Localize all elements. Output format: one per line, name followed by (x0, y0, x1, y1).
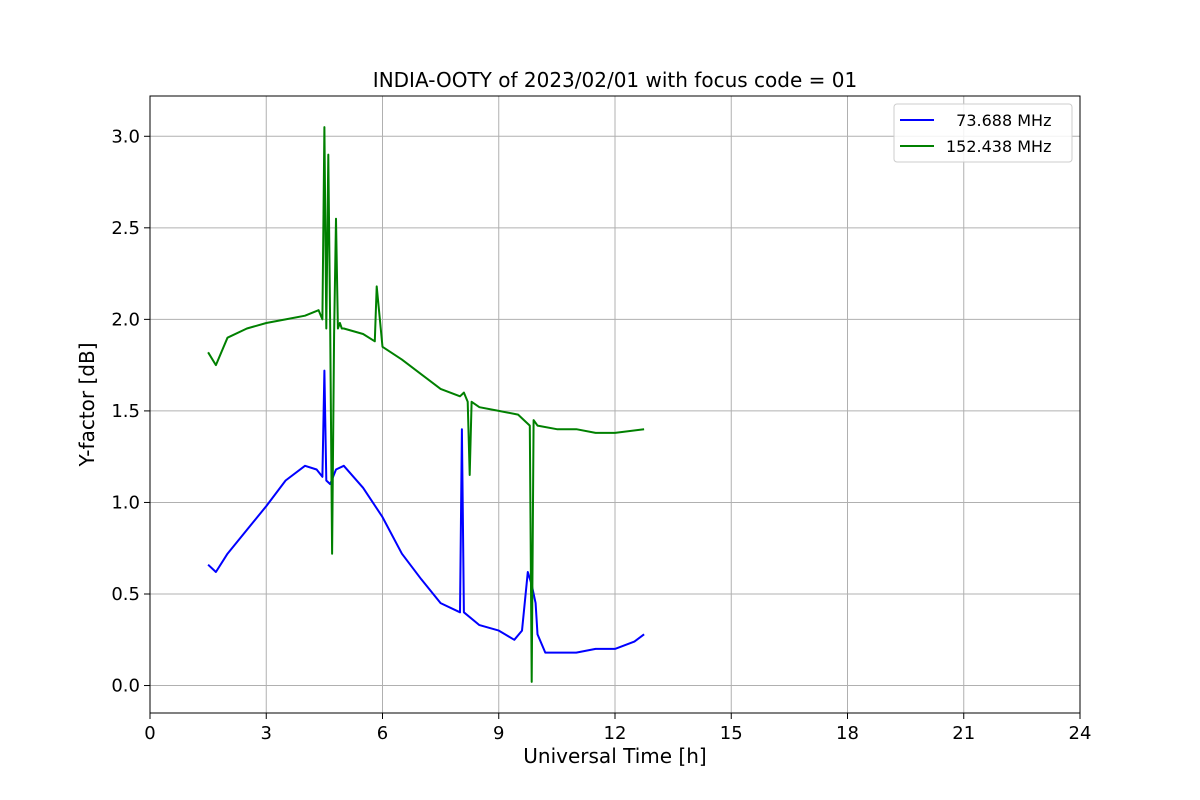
x-tick-label: 9 (493, 723, 504, 744)
x-tick-label: 0 (144, 723, 155, 744)
y-tick-label: 2.0 (111, 309, 140, 330)
axis-ticks: 0 3 6 9 12 15 18 21 24 0.0 0.5 1.0 1.5 2.0 2.5 3.0 (111, 126, 1091, 744)
x-tick-label: 15 (720, 723, 743, 744)
x-axis-label: Universal Time [h] (523, 744, 706, 768)
x-tick-label: 24 (1069, 723, 1092, 744)
legend: 73.688 MHz 152.438 MHz (893, 103, 1073, 163)
y-tick-label: 1.5 (111, 401, 140, 422)
y-axis-label: Y-factor [dB] (75, 342, 99, 467)
y-tick-label: 0.0 (111, 676, 140, 697)
legend-label: 152.438 MHz (946, 137, 1051, 156)
legend-box (893, 103, 1073, 163)
series-line-1 (207, 126, 645, 683)
x-tick-label: 21 (952, 723, 975, 744)
y-tick-label: 1.0 (111, 492, 140, 513)
x-tick-label: 18 (836, 723, 859, 744)
series-lines (207, 126, 645, 683)
x-tick-label: 3 (261, 723, 272, 744)
chart-title: INDIA-OOTY of 2023/02/01 with focus code… (373, 68, 857, 92)
x-tick-label: 6 (377, 723, 388, 744)
y-tick-label: 0.5 (111, 584, 140, 605)
legend-label: 73.688 MHz (946, 111, 1051, 130)
series-line-0 (207, 369, 645, 654)
x-tick-label: 12 (604, 723, 627, 744)
y-tick-label: 2.5 (111, 218, 140, 239)
y-tick-label: 3.0 (111, 126, 140, 147)
